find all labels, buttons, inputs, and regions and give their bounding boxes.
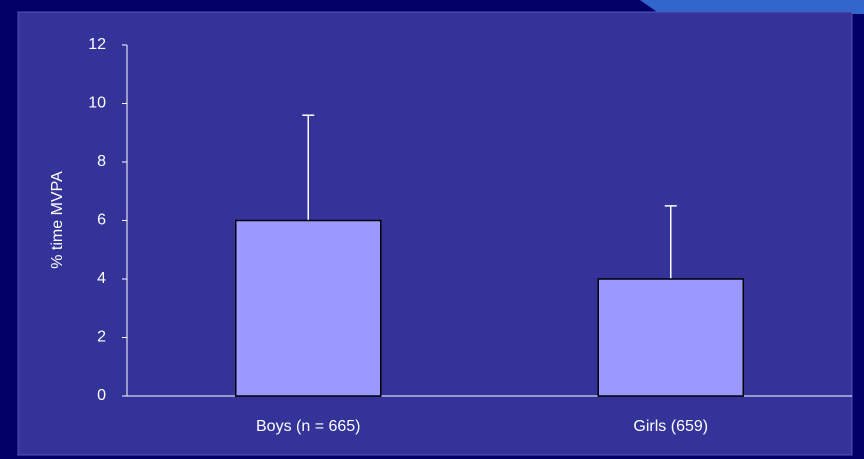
y-tick-label: 12 [88,36,106,53]
x-tick-label: Boys (n = 665) [256,418,361,435]
x-tick-label: Girls (659) [633,418,708,435]
y-axis-label: % time MVPA [49,171,66,269]
y-tick-label: 10 [88,95,106,112]
slide-decoration [640,0,864,14]
y-tick-label: 8 [97,153,106,170]
y-tick-label: 2 [97,329,106,346]
bar [235,219,382,397]
y-tick-label: 4 [97,270,106,287]
y-tick-label: 6 [97,212,106,229]
bar [597,278,744,397]
y-tick-label: 0 [97,387,106,404]
